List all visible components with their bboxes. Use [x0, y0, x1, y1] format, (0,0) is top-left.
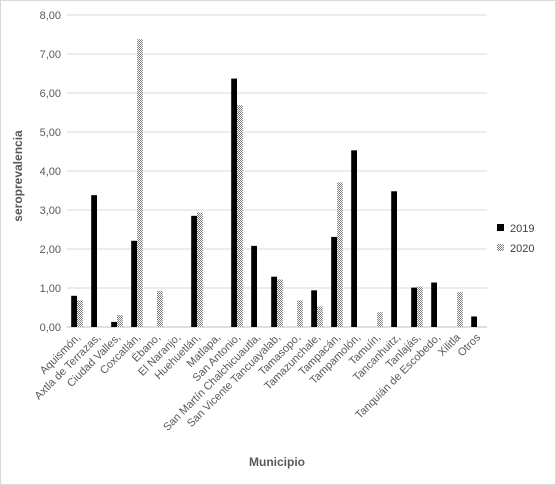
bar-2019 — [471, 316, 477, 327]
bar-2019 — [111, 321, 117, 327]
legend-label-2019: 2019 — [510, 223, 534, 235]
bar-2020 — [237, 105, 243, 327]
bar-2019 — [311, 290, 317, 327]
bars — [71, 39, 477, 328]
bar-2019 — [91, 195, 97, 327]
y-tick-label: 4,00 — [40, 166, 61, 178]
legend: 2019 2020 — [497, 223, 534, 255]
bar-2020 — [277, 279, 283, 327]
bar-2020 — [197, 212, 203, 327]
bar-2020 — [117, 314, 123, 327]
y-tick-label: 5,00 — [40, 127, 61, 139]
bar-2019 — [191, 215, 197, 327]
bar-2020 — [157, 290, 163, 327]
x-axis-title: Municipio — [249, 455, 305, 469]
y-tick-label: 8,00 — [40, 10, 61, 22]
legend-label-2020: 2020 — [510, 243, 534, 255]
x-tick-labels: Aquismón,Axtla de Terrazas,Ciudad Valles… — [33, 331, 484, 434]
bar-2020 — [377, 312, 383, 327]
y-tick-labels: 0,00 1,00 2,00 3,00 4,00 5,00 6,00 7,00 8,00 — [40, 10, 61, 334]
bar-2019 — [331, 236, 337, 327]
bar-2020 — [297, 300, 303, 327]
y-tick-label: 0,00 — [40, 322, 61, 334]
y-axis-title: seroprevalencia — [11, 130, 25, 222]
bar-2019 — [231, 78, 237, 327]
bar-2019 — [431, 282, 437, 327]
bar-2020 — [417, 286, 423, 327]
bar-2020 — [317, 306, 323, 327]
bar-2020 — [457, 291, 463, 327]
bar-2020 — [137, 39, 143, 328]
y-tick-label: 1,00 — [40, 283, 61, 295]
bar-2020 — [77, 300, 83, 327]
bar-2019 — [271, 276, 277, 327]
legend-swatch-2019 — [497, 224, 504, 231]
bar-2019 — [131, 240, 137, 327]
bar-2019 — [71, 295, 77, 327]
y-tick-label: 2,00 — [40, 244, 61, 256]
y-tick-label: 7,00 — [40, 49, 61, 61]
y-tick-label: 3,00 — [40, 205, 61, 217]
bar-2020 — [337, 182, 343, 327]
bar-2019 — [391, 191, 397, 327]
bar-2019 — [351, 150, 357, 327]
y-tick-label: 6,00 — [40, 88, 61, 100]
x-tick-label: Otros — [456, 331, 484, 359]
legend-swatch-2020 — [497, 244, 504, 251]
bar-2019 — [411, 287, 417, 327]
bar-2019 — [251, 245, 257, 327]
